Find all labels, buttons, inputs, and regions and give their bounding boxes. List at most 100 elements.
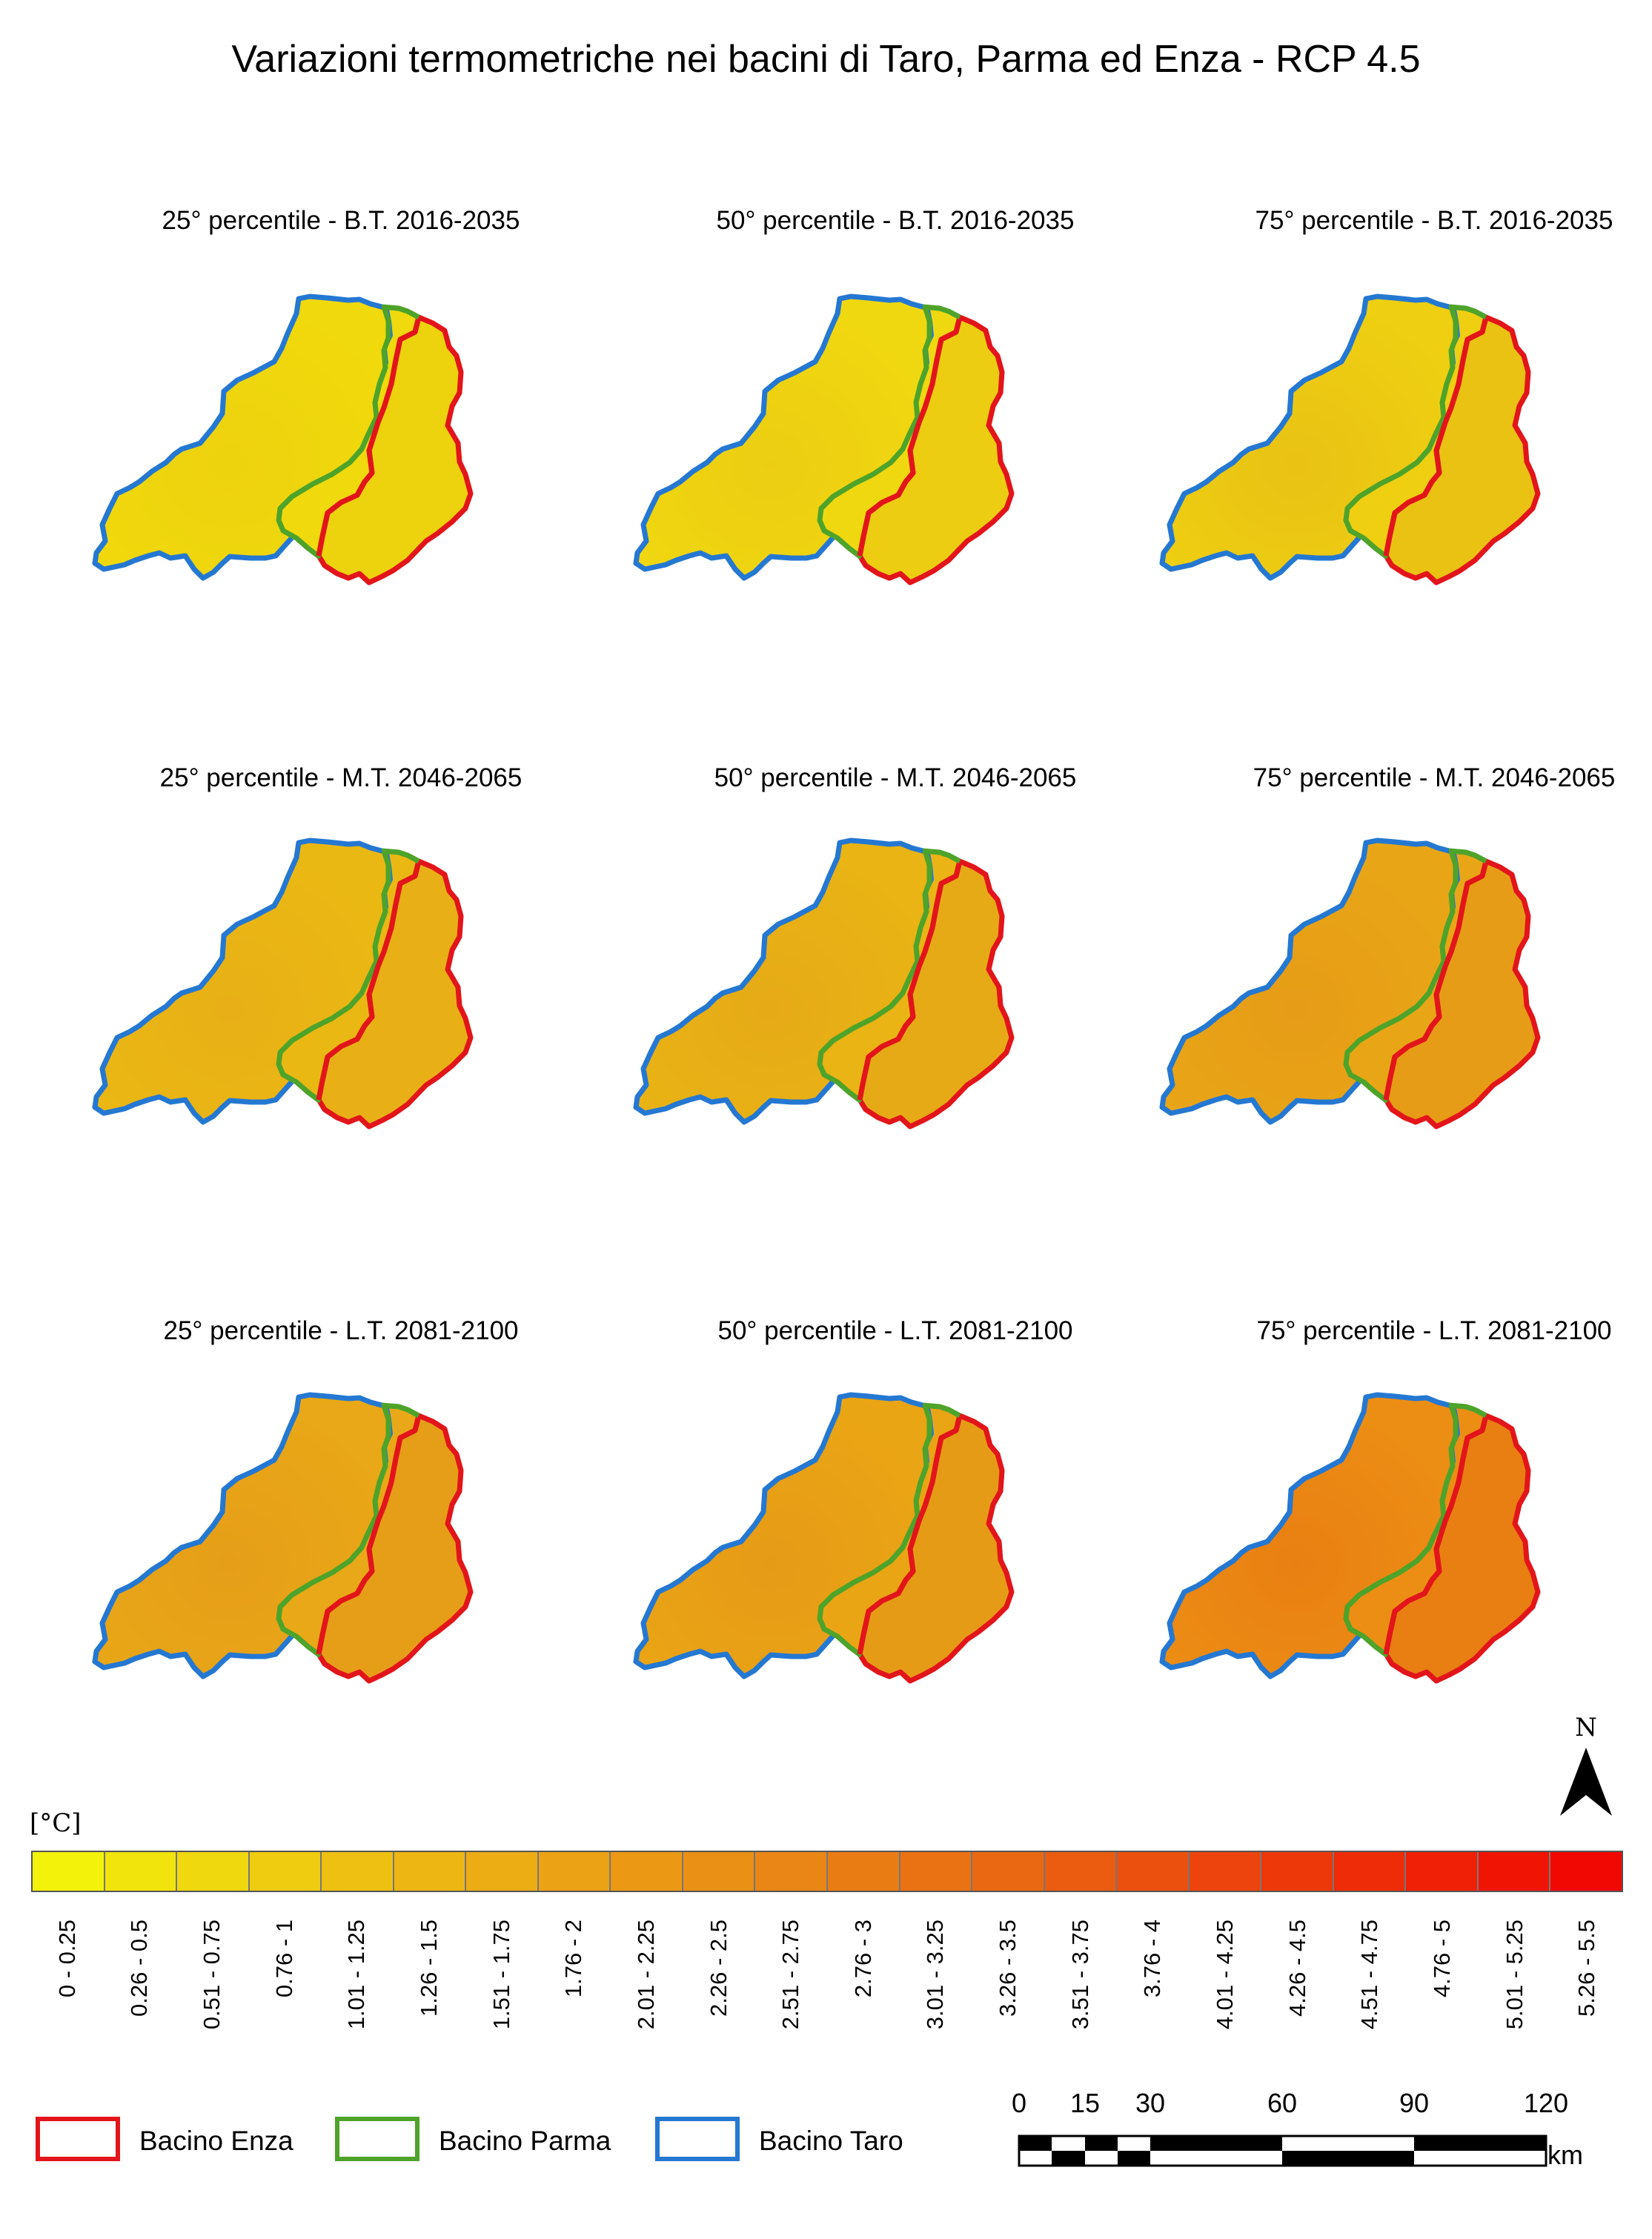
scale-tick-60: 60 [1267,2088,1297,2118]
color-swatch-11 [755,1852,829,1891]
taro-basin-area [92,293,396,581]
color-swatch-17 [1189,1852,1262,1891]
class-label-16: 3.76 - 4 [1139,1920,1166,1998]
taro-basin-area [633,837,937,1125]
color-swatch-7 [466,1852,539,1891]
parma-basin-area [280,1405,419,1654]
class-label-5: 1.01 - 1.25 [343,1920,370,2030]
parma-basin-boundary [276,849,391,1104]
panel-title-1: 25° percentile - B.T. 2016-2035 [162,206,520,235]
basin-map-1 [92,293,474,586]
basin-map-8 [633,1392,1015,1684]
scale-tick-15: 15 [1070,2088,1100,2118]
parma-basin-area [280,307,419,556]
parma-north-boundary [922,1402,961,1419]
color-swatch-2 [105,1852,178,1891]
parma-north-boundary [1448,304,1487,320]
class-label-13: 3.01 - 3.25 [922,1920,949,2030]
class-label-9: 2.01 - 2.25 [632,1920,659,2030]
enza-basin-boundary [1383,860,1489,1101]
parma-basin-boundary [817,849,932,1104]
taro-basin-area [1159,293,1463,581]
class-label-10: 2.26 - 2.5 [705,1920,732,2017]
parma-north-boundary [381,848,420,864]
color-swatch-5 [322,1852,394,1891]
legend-swatch-taro [655,2117,740,2161]
panel-title-7: 25° percentile - L.T. 2081-2100 [163,1316,519,1345]
class-label-21: 5.01 - 5.25 [1501,1920,1527,2030]
parma-basin-area [1347,1405,1486,1654]
parma-north-boundary [922,304,961,320]
legend-swatch-enza [36,2117,120,2161]
scale-bar-unit: km [1547,2140,1583,2170]
parma-basin-boundary [1343,849,1459,1104]
panel-title-9: 75° percentile - L.T. 2081-2100 [1256,1316,1612,1345]
legend-label-enza: Bacino Enza [139,2126,293,2156]
legend-label-taro: Bacino Taro [759,2126,903,2156]
legend-swatch-parma [335,2117,419,2161]
class-label-6: 1.26 - 1.5 [416,1920,442,2017]
class-label-19: 4.51 - 4.75 [1356,1920,1383,2030]
color-swatch-10 [683,1852,756,1891]
class-label-12: 2.76 - 3 [849,1920,876,1998]
class-label-18: 4.26 - 4.5 [1284,1920,1310,2017]
north-arrow-icon: N [1560,1713,1612,1816]
enza-basin-boundary [857,316,963,557]
panel-title-6: 75° percentile - M.T. 2046-2065 [1253,763,1616,792]
taro-basin-area [92,837,396,1125]
class-label-17: 4.01 - 4.25 [1212,1920,1238,2030]
parma-north-boundary [381,304,420,320]
color-swatch-14 [972,1852,1045,1891]
class-label-3: 0.51 - 0.75 [199,1920,225,2030]
temperature-color-ramp [31,1851,1623,1892]
class-label-4: 0.76 - 1 [271,1920,297,1998]
enza-basin-boundary [316,316,422,557]
basin-map-2 [633,293,1015,586]
legend-unit-label: [°C] [30,1808,82,1838]
basin-map-3 [1159,293,1541,586]
taro-basin-area [633,293,937,581]
color-swatch-18 [1261,1852,1334,1891]
class-label-1: 0 - 0.25 [53,1920,80,1998]
enza-basin-boundary [316,860,422,1101]
parma-basin-boundary [276,305,391,560]
parma-basin-area [821,307,960,556]
color-swatch-13 [900,1852,973,1891]
panel-title-4: 25° percentile - M.T. 2046-2065 [159,763,523,792]
taro-basin-area [633,1392,937,1679]
color-swatch-22 [1550,1852,1622,1891]
parma-basin-area [821,851,960,1100]
color-swatch-6 [394,1852,467,1891]
north-arrow-label: N [1575,1713,1597,1742]
scale-tick-0: 0 [1012,2088,1026,2118]
basin-map-4 [92,837,474,1130]
parma-north-boundary [1448,848,1487,864]
color-swatch-8 [538,1852,611,1891]
class-label-14: 3.26 - 3.5 [995,1920,1021,2017]
class-label-22: 5.26 - 5.5 [1573,1920,1600,2017]
class-label-7: 1.51 - 1.75 [488,1920,514,2030]
parma-north-boundary [381,1402,420,1419]
color-swatch-9 [611,1852,683,1891]
basin-map-5 [633,837,1015,1130]
parma-basin-boundary [817,305,932,560]
color-swatch-19 [1333,1852,1407,1891]
color-swatch-20 [1406,1852,1479,1891]
scale-bar: 0 15 30 60 90 120 km [1012,2088,1583,2170]
parma-north-boundary [922,848,961,864]
parma-basin-boundary [1343,1404,1459,1658]
color-swatch-12 [828,1852,900,1891]
class-label-2: 0.26 - 0.5 [126,1920,153,2017]
taro-basin-area [1159,1392,1463,1679]
color-swatch-15 [1044,1852,1118,1891]
enza-basin-boundary [1383,316,1489,557]
parma-basin-boundary [276,1404,391,1658]
enza-basin-boundary [1383,1415,1489,1655]
taro-basin-area [1159,837,1463,1125]
color-swatch-21 [1478,1852,1551,1891]
panel-title-5: 50° percentile - M.T. 2046-2065 [714,763,1077,792]
scale-tick-90: 90 [1399,2088,1429,2118]
panel-title-8: 50° percentile - L.T. 2081-2100 [717,1316,1073,1345]
enza-basin-boundary [857,1415,963,1655]
color-swatch-4 [249,1852,322,1891]
